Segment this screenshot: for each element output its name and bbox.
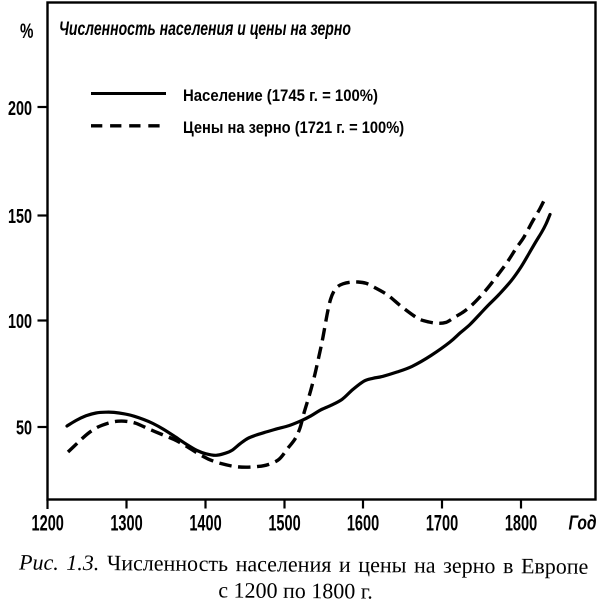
svg-text:1800: 1800 bbox=[505, 510, 537, 535]
svg-text:100: 100 bbox=[8, 310, 32, 333]
svg-text:Год: Год bbox=[569, 512, 597, 534]
svg-text:1500: 1500 bbox=[268, 510, 300, 535]
svg-text:Население (1745 г. = 100%): Население (1745 г. = 100%) bbox=[183, 87, 378, 105]
svg-text:150: 150 bbox=[8, 205, 32, 228]
svg-text:1400: 1400 bbox=[189, 510, 221, 535]
svg-text:50: 50 bbox=[16, 416, 32, 439]
svg-text:с 1200 по 1800 г.: с 1200 по 1800 г. bbox=[218, 577, 373, 603]
svg-text:200: 200 bbox=[8, 97, 32, 120]
svg-text:1300: 1300 bbox=[110, 510, 142, 535]
svg-text:Цены на зерно (1721 г. = 100%): Цены на зерно (1721 г. = 100%) bbox=[183, 119, 404, 137]
svg-text:%: % bbox=[20, 18, 33, 42]
svg-text:1600: 1600 bbox=[347, 510, 379, 535]
svg-text:Рис. 1.3. Численность населени: Рис. 1.3. Численность населения и цены н… bbox=[18, 549, 589, 578]
svg-text:1700: 1700 bbox=[426, 510, 458, 535]
svg-text:Численность населения и цены н: Численность населения и цены на зерно bbox=[59, 18, 351, 40]
svg-text:1200: 1200 bbox=[32, 510, 64, 535]
